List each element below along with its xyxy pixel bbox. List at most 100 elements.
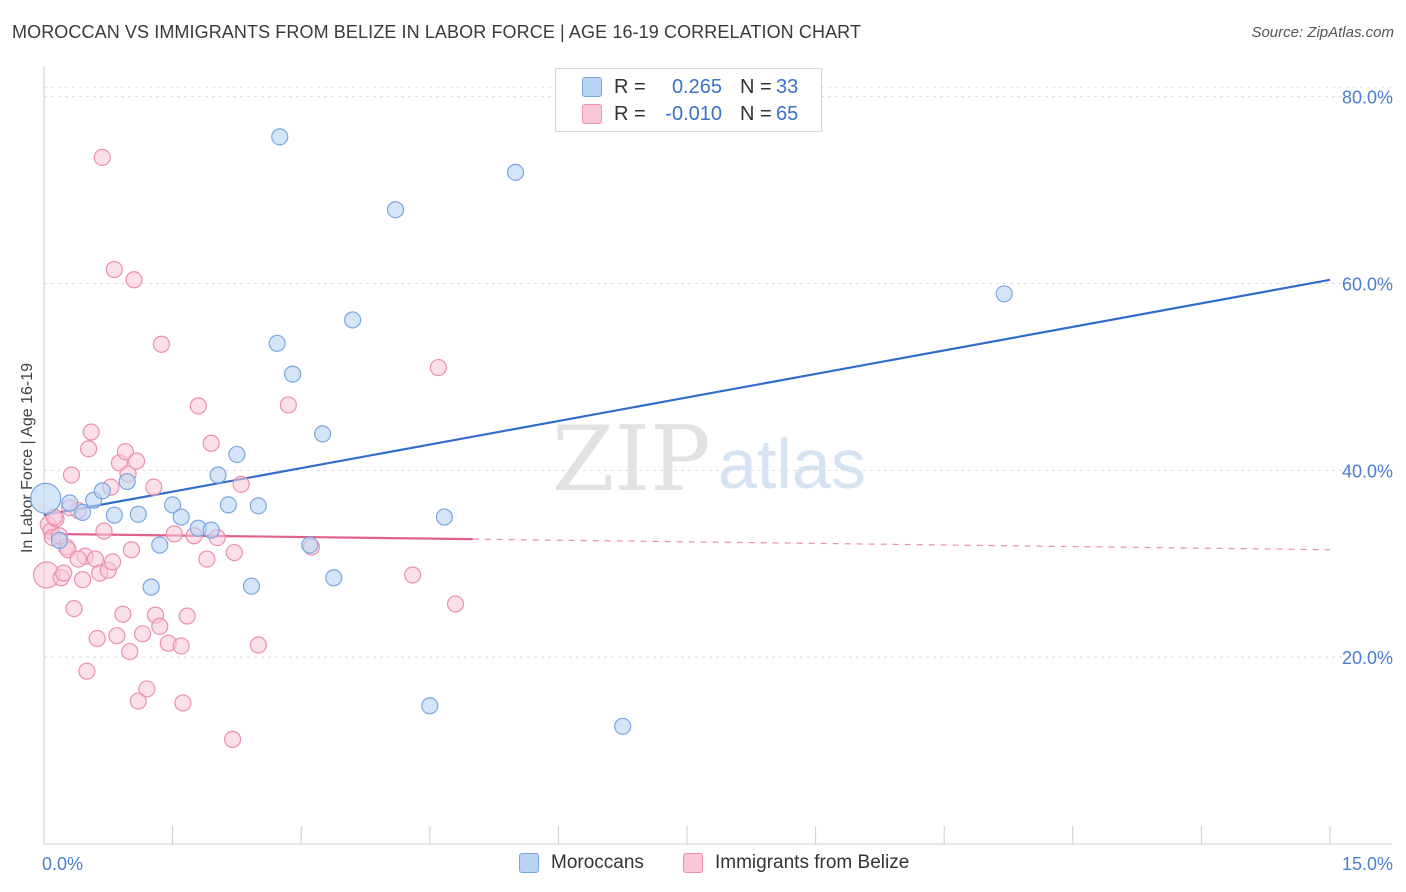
belize-point	[178, 607, 196, 625]
belize-point	[108, 627, 126, 645]
belize-point	[133, 625, 152, 643]
belize-point	[165, 525, 183, 543]
moroccan-point	[129, 505, 147, 523]
moroccan-point	[228, 445, 246, 464]
x-tick-labels: 0.0% 15.0%	[42, 854, 1393, 874]
moroccans-trend-line	[43, 278, 1331, 517]
y-tick-label: 20.0%	[1342, 648, 1393, 668]
moroccan-point	[614, 717, 632, 735]
y-tick-label: 40.0%	[1342, 461, 1393, 481]
x-tick-label: 0.0%	[42, 854, 83, 874]
moroccan-point	[105, 506, 123, 524]
moroccan-point	[268, 334, 286, 352]
belize-point	[151, 617, 169, 635]
moroccan-point	[284, 365, 302, 383]
moroccan-point	[202, 521, 220, 539]
legend-n-label: N =	[740, 75, 772, 98]
moroccan-point	[118, 472, 136, 491]
belize-point	[249, 636, 267, 654]
chart-source: Source: ZipAtlas.com	[1251, 24, 1394, 41]
moroccan-point	[61, 494, 79, 512]
belize-trend-line-dashed	[472, 538, 1331, 551]
gridlines	[44, 86, 1392, 658]
series-swatch-moroccans	[519, 853, 539, 873]
moroccan-point	[386, 201, 405, 219]
legend-row-belize: R = -0.010 N = 65	[582, 101, 798, 127]
axes	[43, 66, 1392, 845]
belize-point	[125, 271, 143, 289]
belize-point	[202, 434, 220, 452]
legend-r-value: 0.265	[671, 75, 722, 98]
belize-point	[103, 553, 122, 571]
moroccan-points	[30, 128, 1013, 735]
moroccan-point	[164, 496, 182, 514]
belize-point	[127, 452, 146, 470]
belize-point	[105, 260, 123, 279]
legend-swatch-moroccans	[582, 77, 602, 97]
legend-r-value: -0.010	[665, 102, 722, 125]
belize-point	[121, 642, 139, 661]
belize-point	[65, 599, 83, 618]
belize-point	[55, 564, 73, 582]
chart-title: MOROCCAN VS IMMIGRANTS FROM BELIZE IN LA…	[12, 22, 862, 42]
series-label-belize: Immigrants from Belize	[715, 852, 910, 873]
legend-swatch-belize	[582, 104, 602, 124]
belize-point	[174, 694, 192, 712]
moroccan-point	[142, 578, 160, 596]
moroccan-point	[249, 497, 267, 515]
belize-points	[32, 148, 465, 748]
belize-point	[138, 680, 156, 698]
belize-point	[95, 522, 113, 540]
belize-point	[93, 148, 111, 167]
y-tick-label: 80.0%	[1342, 88, 1393, 108]
belize-point	[114, 605, 132, 623]
moroccan-point	[421, 697, 439, 715]
series-swatch-belize	[683, 853, 703, 873]
moroccan-point	[73, 503, 92, 521]
belize-point	[73, 571, 92, 589]
moroccan-point	[435, 508, 453, 526]
belize-point	[69, 550, 87, 568]
moroccan-point	[314, 425, 332, 443]
belize-point	[224, 730, 242, 748]
moroccan-point	[151, 536, 169, 554]
moroccan-point	[301, 536, 319, 554]
moroccan-point	[242, 577, 261, 595]
moroccan-point	[209, 466, 227, 484]
x-tick-label: 15.0%	[1342, 854, 1393, 874]
legend-n-value: 33	[776, 75, 799, 98]
watermark-zip: ZIP	[552, 407, 711, 512]
belize-point	[152, 335, 171, 353]
legend-n-label: N =	[740, 102, 772, 125]
belize-point	[88, 629, 106, 648]
moroccan-point	[506, 163, 525, 181]
belize-point	[122, 541, 141, 559]
y-tick-labels: 20.0% 40.0% 60.0% 80.0%	[1342, 88, 1393, 668]
belize-point	[116, 443, 135, 461]
moroccan-point	[325, 569, 343, 587]
watermark-atlas: atlas	[718, 425, 866, 503]
series-label-moroccans: Moroccans	[551, 852, 644, 873]
moroccan-point	[344, 311, 362, 329]
belize-point	[232, 475, 250, 493]
watermark: ZIP atlas	[552, 407, 866, 512]
stats-legend: R = 0.265 N = 33 R = -0.010 N = 65	[555, 68, 822, 132]
belize-point	[82, 423, 100, 441]
legend-row-moroccans: R = 0.265 N = 33	[582, 74, 798, 100]
belize-point	[225, 543, 243, 562]
series-legend-belize: Immigrants from Belize	[683, 852, 909, 874]
moroccan-point	[93, 482, 111, 500]
belize-point	[429, 358, 447, 377]
trend-lines	[43, 278, 1331, 551]
belize-point	[198, 550, 216, 568]
belize-point	[404, 566, 422, 584]
moroccan-point	[219, 496, 237, 514]
belize-point	[279, 396, 297, 414]
y-tick-label: 60.0%	[1342, 275, 1393, 295]
legend-r-label: R =	[614, 102, 646, 125]
moroccan-point	[271, 128, 289, 146]
belize-point	[189, 397, 207, 415]
legend-n-value: 65	[776, 102, 799, 125]
belize-trend-line	[43, 532, 473, 541]
